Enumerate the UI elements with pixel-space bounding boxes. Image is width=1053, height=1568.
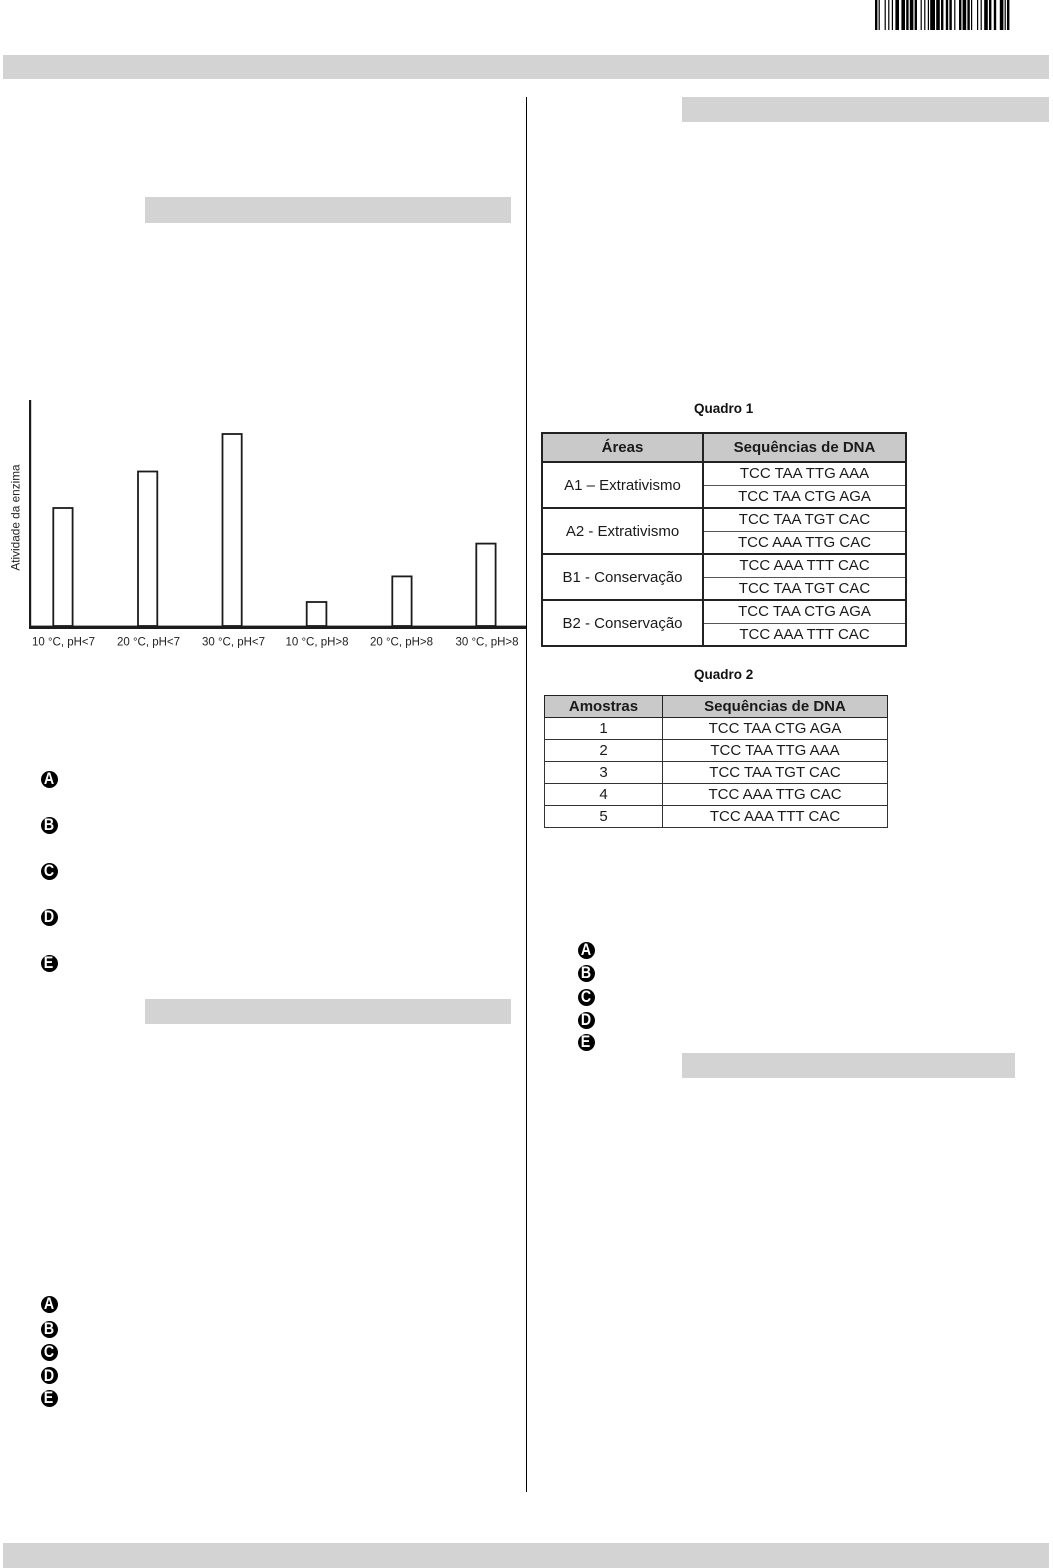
svg-text:30 °C, pH<7: 30 °C, pH<7: [202, 637, 265, 649]
svg-text:20 °C, pH>8: 20 °C, pH>8: [370, 637, 433, 649]
svg-text:10 °C, pH>8: 10 °C, pH>8: [285, 637, 348, 649]
svg-text:10 °C, pH<7: 10 °C, pH<7: [32, 637, 95, 649]
svg-text:20 °C, pH<7: 20 °C, pH<7: [117, 637, 180, 649]
svg-text:Atividade da enzima: Atividade da enzima: [9, 464, 23, 571]
svg-text:30 °C, pH>8: 30 °C, pH>8: [455, 637, 518, 649]
